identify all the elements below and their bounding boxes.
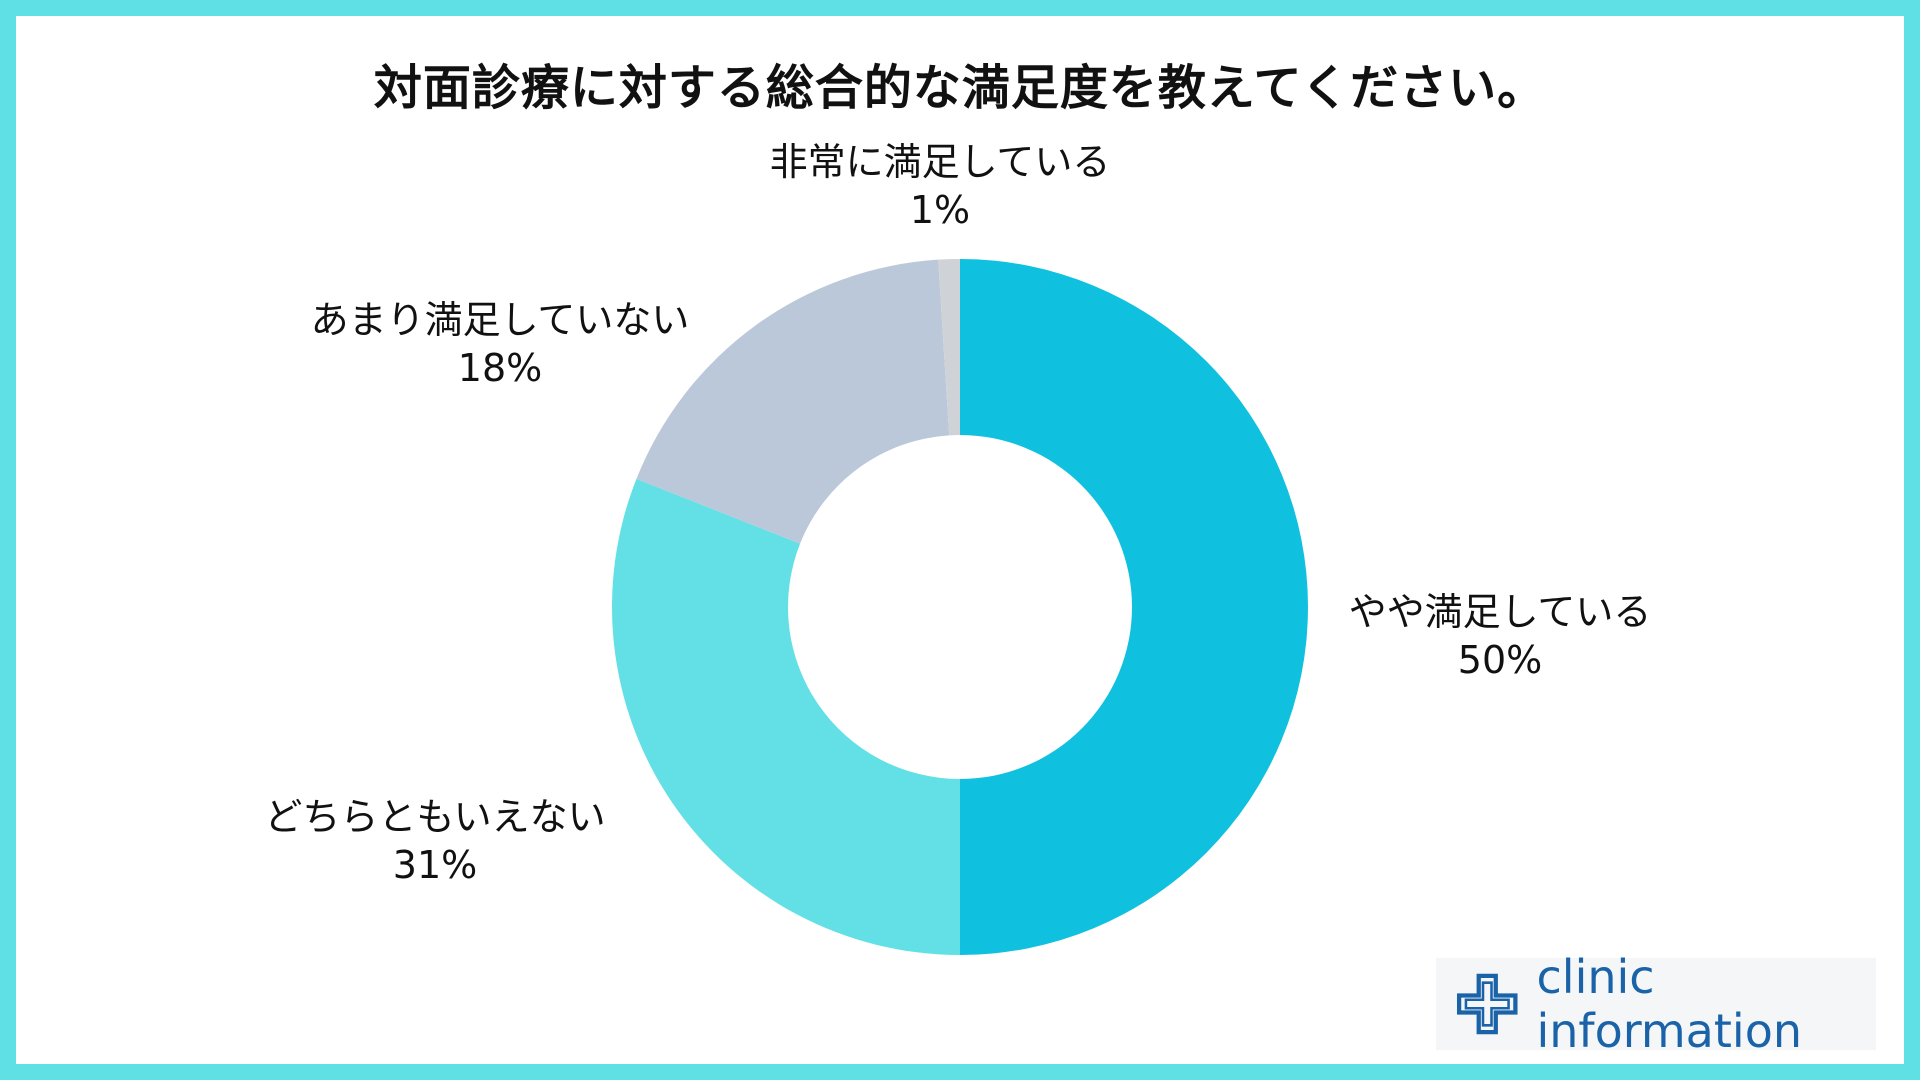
- label-slice-1-name: やや満足している: [1348, 590, 1652, 634]
- label-slice-4: 非常に満足している 1%: [740, 138, 1140, 234]
- label-slice-3-name: あまり満足していない: [310, 298, 690, 342]
- label-slice-1-value: 50%: [1457, 638, 1543, 682]
- label-slice-2-value: 31%: [392, 843, 478, 887]
- donut-slice-4: [938, 259, 960, 436]
- logo-text: clinic information: [1536, 950, 1803, 1058]
- donut-slice-3: [636, 259, 950, 544]
- logo-badge: clinic information: [1436, 950, 1876, 1058]
- label-slice-3-value: 18%: [457, 346, 543, 390]
- chart-title: 対面診療に対する総合的な満足度を教えてください。: [373, 60, 1547, 116]
- label-slice-4-name: 非常に満足している: [769, 140, 1111, 184]
- label-slice-2-name: どちらともいえない: [264, 795, 606, 839]
- label-slice-4-value: 1%: [909, 188, 971, 232]
- label-slice-1: やや満足している 50%: [1300, 588, 1700, 684]
- donut-slice-1: [960, 259, 1308, 955]
- label-slice-3: あまり満足していない 18%: [270, 296, 730, 392]
- medical-cross-icon: [1456, 973, 1518, 1035]
- donut-slice-2: [612, 478, 960, 955]
- label-slice-2: どちらともいえない 31%: [230, 793, 640, 889]
